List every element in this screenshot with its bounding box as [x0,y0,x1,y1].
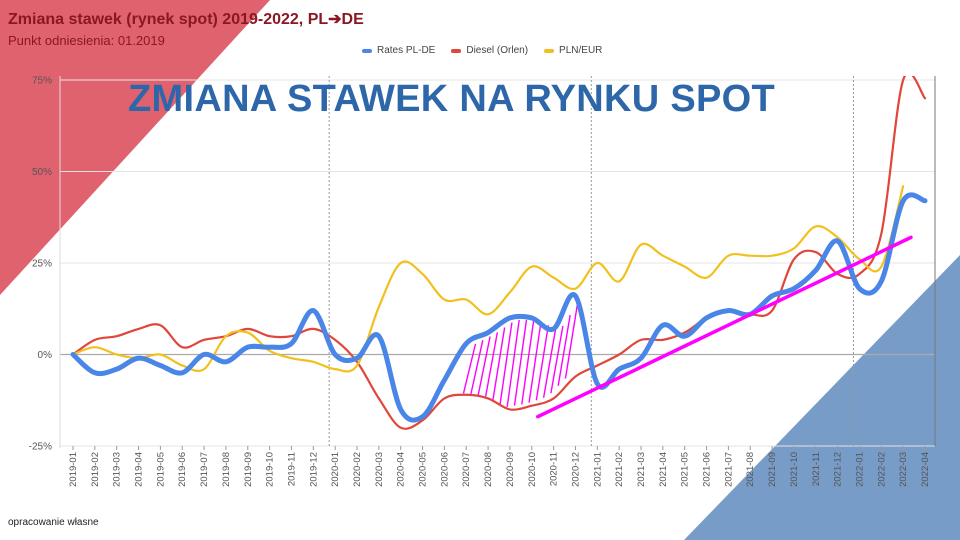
grid [60,76,935,447]
x-tick-label: 2021-07 [723,452,734,487]
legend: Rates PL-DE Diesel (Orlen) PLN/EUR [362,45,602,56]
x-tick-label: 2020-01 [330,452,341,487]
hatch-stroke [484,332,499,399]
x-tick-label: 2021-04 [658,452,669,487]
x-tick-label: 2020-03 [374,452,385,487]
chart-title: Zmiana stawek (rynek spot) 2019-2022, PL… [8,11,364,28]
x-tick-label: 2019-02 [90,452,101,487]
legend-label-diesel: Diesel (Orlen) [466,45,529,56]
x-tick-label: 2021-12 [833,452,844,487]
red-corner-shape [0,0,270,295]
x-tick-label: 2019-10 [265,452,276,487]
hatch-stroke [535,325,550,401]
x-tick-label: 2019-08 [221,452,232,487]
hatch-stroke [462,343,477,394]
x-tick-label: 2020-09 [505,452,516,487]
x-tick-label: 2020-12 [570,452,581,487]
hatch-stroke [528,321,542,403]
x-tick-label: 2020-02 [352,452,363,487]
x-tick-label: 2020-06 [439,452,450,487]
x-tick-label: 2022-03 [898,452,909,487]
x-tick-label: 2021-08 [745,452,756,487]
legend-label-plneur: PLN/EUR [559,45,603,56]
x-tick-label: 2021-05 [680,452,691,487]
x-tick-label: 2021-06 [702,452,713,487]
x-tick-label: 2020-05 [418,452,429,487]
hatch-stroke [521,319,535,405]
legend-label-rates: Rates PL-DE [377,45,436,56]
x-tick-label: 2021-02 [614,452,625,487]
y-tick-label: 75% [32,76,52,87]
y-tick-label: -25% [29,442,52,453]
x-tick-label: 2019-05 [155,452,166,487]
blue-corner-shape [684,255,960,540]
x-tick-label: 2022-02 [876,452,887,487]
x-tick-label: 2021-03 [636,452,647,487]
hatch-stroke [470,340,484,395]
y-tick-label: 0% [38,350,53,361]
chart-subtitle: Punkt odniesienia: 01.2019 [8,33,165,48]
hatch-stroke [550,325,564,394]
x-tick-label: 2019-01 [68,452,79,487]
legend-swatch-plneur [544,48,555,53]
x-tick-label: 2019-12 [308,452,319,487]
hatch-stroke [506,319,520,407]
x-tick-label: 2021-10 [789,452,800,487]
legend-swatch-diesel [451,48,462,53]
x-tick-label: 2019-07 [199,452,210,487]
hatch-stroke [564,303,579,379]
trend-line [536,235,913,419]
x-tick-label: 2020-04 [396,452,407,487]
x-tick-label: 2021-11 [811,452,822,486]
trend-layer [536,235,913,419]
series-line-plneur [71,185,905,373]
x-tick-label: 2019-04 [134,452,145,487]
x-tick-label: 2020-08 [483,452,494,487]
hatch-stroke [557,314,571,386]
x-tick-label: 2020-07 [461,452,472,487]
legend-item-rates: Rates PL-DE [362,45,435,56]
x-tick-label: 2020-10 [527,452,538,487]
hatch-stroke [477,336,491,396]
legend-item-plneur: PLN/EUR [544,45,602,56]
hatch-stroke [499,322,513,406]
series-lines [70,76,928,430]
footnote: opracowanie własne [8,517,99,528]
y-tick-label: 50% [32,167,52,178]
hatch-stroke [513,319,528,406]
x-tick-label: 2019-06 [177,452,188,487]
legend-item-diesel: Diesel (Orlen) [451,45,528,56]
x-tick-label: 2020-11 [549,452,560,486]
hatch-stroke [542,328,557,398]
x-tick-label: 2019-11 [286,452,297,486]
x-tick-label: 2019-09 [243,452,254,487]
y-tick-label: 25% [32,259,52,270]
x-tick-label: 2019-03 [112,452,123,487]
x-tick-label: 2022-04 [920,452,931,487]
banner-heading: ZMIANA STAWEK NA RYNKU SPOT [128,78,776,120]
series-line-rates [70,192,928,423]
x-tick-label: 2021-09 [767,452,778,487]
hatch-area [462,303,579,407]
legend-swatch-rates [362,48,372,53]
x-tick-label: 2021-01 [592,452,603,487]
axes: -25% 0% 25% 50% 75% 2019-01 2019-02 2019-03 2019… [29,76,936,487]
series-line-diesel [71,76,927,430]
x-tick-label: 2022-01 [854,452,865,487]
hatch-stroke [491,327,506,402]
